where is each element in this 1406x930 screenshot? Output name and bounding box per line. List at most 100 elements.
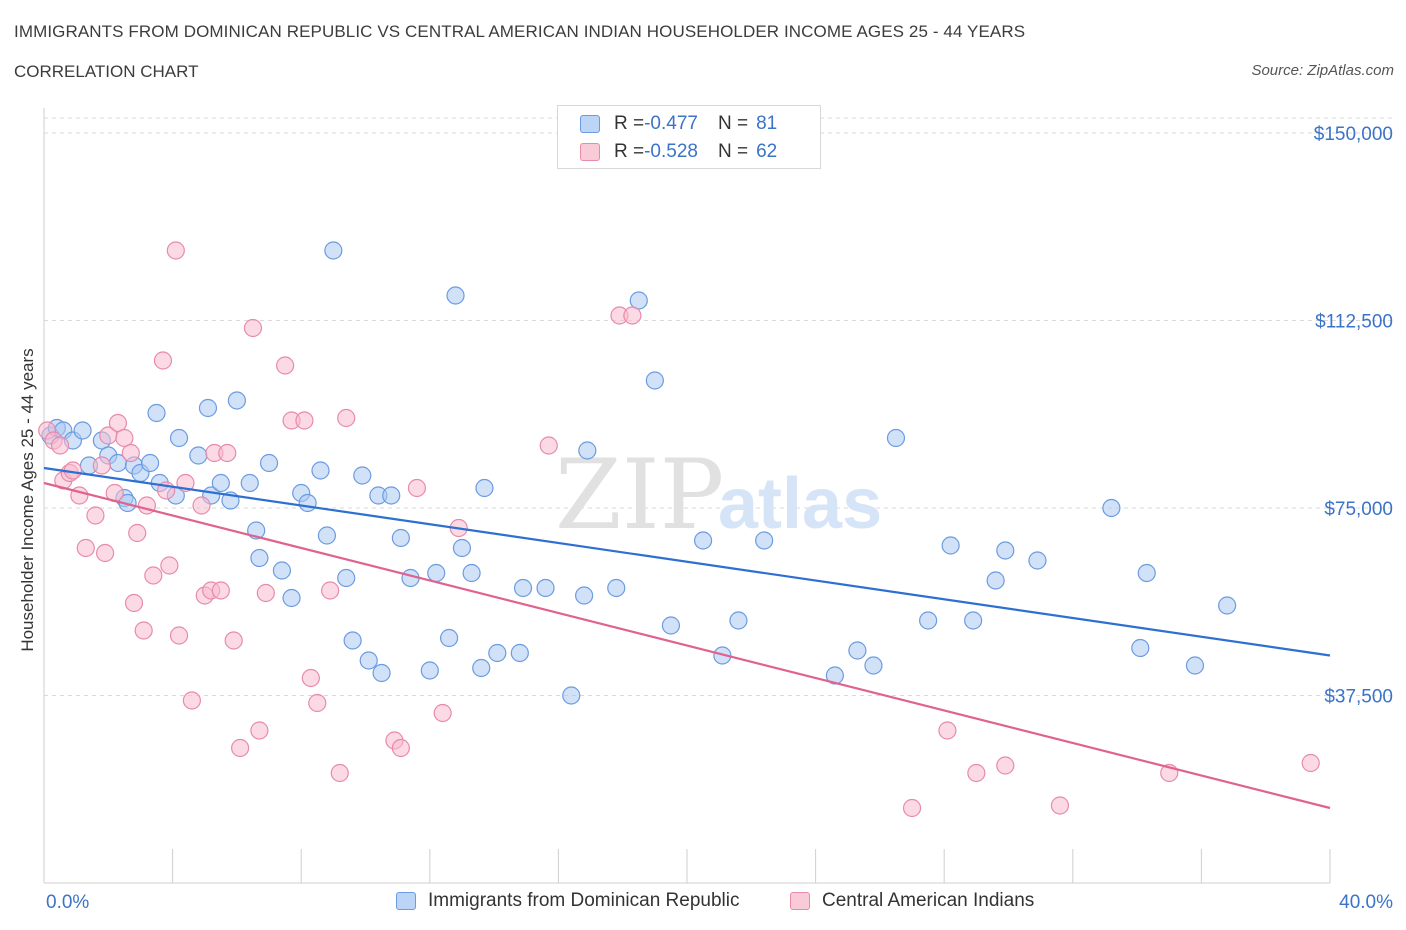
point-central-american-indian bbox=[231, 738, 250, 758]
point-central-american-indian bbox=[902, 798, 922, 818]
point-central-american-indian bbox=[50, 436, 70, 455]
point-dominican-republic bbox=[1218, 596, 1237, 615]
point-dominican-republic bbox=[645, 371, 664, 390]
point-dominican-republic bbox=[420, 661, 439, 680]
legend-swatch-blue bbox=[580, 115, 600, 133]
point-central-american-indian bbox=[124, 593, 144, 613]
point-dominican-republic bbox=[513, 578, 533, 598]
point-dominican-republic bbox=[1131, 638, 1150, 658]
point-central-american-indian bbox=[295, 411, 314, 430]
point-dominican-republic bbox=[250, 548, 269, 568]
point-dominican-republic bbox=[536, 578, 555, 598]
point-central-american-indian bbox=[967, 763, 986, 783]
point-dominican-republic bbox=[317, 526, 337, 545]
legend-row-series2: R = -0.528 N = 62 bbox=[580, 140, 777, 164]
point-dominican-republic bbox=[475, 478, 494, 498]
point-central-american-indian bbox=[938, 721, 957, 740]
point-central-american-indian bbox=[1301, 753, 1320, 773]
point-dominican-republic bbox=[661, 616, 681, 635]
point-central-american-indian bbox=[996, 756, 1015, 775]
point-dominican-republic bbox=[629, 291, 648, 310]
point-dominican-republic bbox=[337, 568, 356, 588]
grid-layer bbox=[44, 117, 1392, 696]
watermark-atlas: atlas bbox=[718, 464, 882, 544]
axis-layer: $37,500 $75,000 $112,500 $150,000 0.0% 40.0% bbox=[43, 108, 1393, 913]
point-central-american-indian bbox=[250, 721, 269, 740]
legend-r-value: -0.528 bbox=[644, 141, 698, 162]
point-dominican-republic bbox=[578, 441, 597, 460]
point-central-american-indian bbox=[121, 443, 140, 463]
point-dominican-republic bbox=[372, 663, 391, 683]
point-dominican-republic bbox=[562, 686, 581, 705]
point-central-american-indian bbox=[182, 691, 201, 710]
point-dominican-republic bbox=[964, 611, 983, 630]
legend-n-value: 62 bbox=[756, 141, 778, 162]
point-dominican-republic bbox=[311, 461, 330, 480]
point-dominican-republic bbox=[729, 611, 748, 630]
watermark: ZIP atlas bbox=[555, 439, 882, 551]
x-tick-label: 0.0% bbox=[46, 892, 89, 913]
point-central-american-indian bbox=[166, 241, 185, 260]
point-central-american-indian bbox=[623, 306, 642, 325]
legend-r-label: R = bbox=[614, 113, 645, 134]
point-central-american-indian bbox=[153, 351, 173, 370]
point-central-american-indian bbox=[169, 626, 189, 645]
point-dominican-republic bbox=[324, 241, 343, 260]
point-dominican-republic bbox=[488, 643, 507, 663]
legend-n-label: N = bbox=[717, 141, 749, 162]
point-dominican-republic bbox=[298, 493, 317, 513]
y-tick-label: $75,000 bbox=[1324, 499, 1393, 520]
point-dominican-republic bbox=[1028, 551, 1047, 570]
point-dominican-republic bbox=[996, 541, 1015, 560]
point-dominican-republic bbox=[382, 486, 401, 505]
point-central-american-indian bbox=[243, 318, 263, 338]
source-credit: Source: ZipAtlas.com bbox=[1251, 62, 1394, 79]
point-dominican-republic bbox=[198, 398, 218, 418]
bottom-legend-series2: Central American Indians bbox=[790, 888, 1034, 914]
point-central-american-indian bbox=[95, 543, 115, 563]
bottom-legend-label: Immigrants from Dominican Republic bbox=[428, 890, 740, 911]
point-dominican-republic bbox=[755, 531, 774, 550]
point-central-american-indian bbox=[218, 443, 237, 463]
point-dominican-republic bbox=[462, 563, 481, 583]
point-central-american-indian bbox=[86, 506, 105, 525]
trendline-dominican-republic bbox=[43, 466, 1331, 657]
point-dominican-republic bbox=[452, 538, 472, 558]
point-dominican-republic bbox=[446, 286, 465, 305]
legend-r-label: R = bbox=[614, 141, 645, 162]
point-central-american-indian bbox=[308, 693, 327, 713]
trend-layer bbox=[43, 466, 1331, 810]
legend-n-value: 81 bbox=[756, 113, 778, 134]
bottom-legend-series1: Immigrants from Dominican Republic bbox=[396, 888, 740, 914]
point-dominican-republic bbox=[282, 588, 301, 608]
point-central-american-indian bbox=[108, 413, 128, 433]
legend-row-series1: R = -0.477 N = 81 bbox=[580, 112, 777, 136]
legend-swatch-pink bbox=[580, 143, 600, 161]
point-dominican-republic bbox=[575, 586, 594, 605]
point-central-american-indian bbox=[330, 763, 349, 783]
point-dominican-republic bbox=[343, 631, 362, 650]
point-central-american-indian bbox=[134, 621, 153, 640]
legend-n-label: N = bbox=[717, 113, 749, 134]
point-central-american-indian bbox=[144, 566, 163, 585]
point-central-american-indian bbox=[301, 668, 320, 688]
point-central-american-indian bbox=[321, 581, 340, 600]
point-dominican-republic bbox=[147, 403, 166, 423]
point-central-american-indian bbox=[433, 703, 452, 723]
point-dominican-republic bbox=[986, 571, 1005, 590]
point-dominican-republic bbox=[1137, 563, 1156, 583]
bottom-legend-swatch-blue bbox=[396, 892, 416, 910]
point-central-american-indian bbox=[276, 356, 295, 375]
point-central-american-indian bbox=[115, 428, 134, 448]
trendline-central-american-indian bbox=[43, 481, 1331, 810]
y-tick-label: $112,500 bbox=[1315, 312, 1393, 333]
point-dominican-republic bbox=[240, 473, 259, 493]
point-dominican-republic bbox=[211, 473, 230, 493]
point-dominican-republic bbox=[848, 641, 867, 660]
point-central-american-indian bbox=[256, 583, 275, 603]
point-central-american-indian bbox=[128, 523, 147, 543]
point-dominican-republic bbox=[73, 421, 92, 440]
legend-r-value: -0.477 bbox=[644, 113, 698, 134]
bottom-legend-label: Central American Indians bbox=[822, 890, 1035, 911]
point-central-american-indian bbox=[337, 408, 356, 428]
